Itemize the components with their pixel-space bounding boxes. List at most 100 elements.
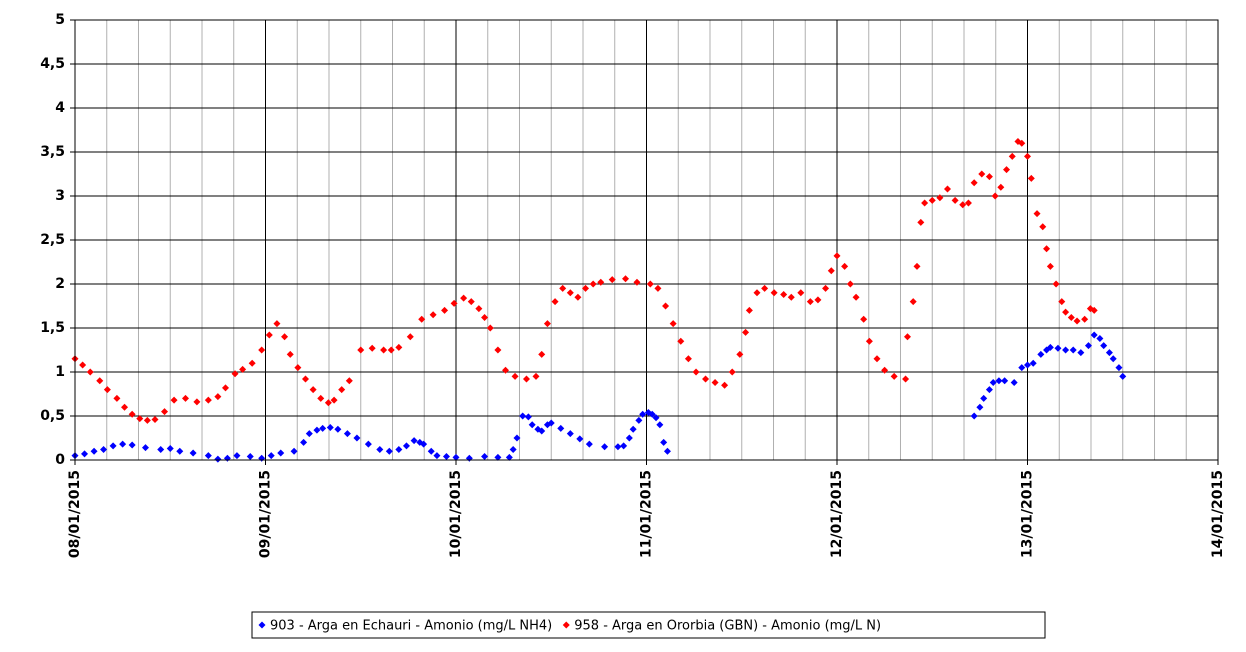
point [614, 443, 622, 451]
point [639, 410, 647, 418]
point [157, 445, 165, 453]
point [1105, 349, 1113, 357]
point [1115, 364, 1123, 372]
point [505, 453, 513, 461]
point [420, 440, 428, 448]
point [376, 445, 384, 453]
point [221, 384, 229, 392]
point [1039, 223, 1047, 231]
point [997, 183, 1005, 191]
point [427, 447, 435, 455]
x-tick-label: 13/01/2015 [1020, 470, 1036, 558]
point [648, 410, 656, 418]
point [976, 403, 984, 411]
point [873, 355, 881, 363]
point [326, 423, 334, 431]
point [1008, 152, 1016, 160]
point [890, 372, 898, 380]
point [860, 315, 868, 323]
point [1090, 306, 1098, 314]
point [943, 185, 951, 193]
x-tick-label: 10/01/2015 [448, 470, 464, 558]
point [797, 289, 805, 297]
point [684, 355, 692, 363]
point [528, 421, 536, 429]
point [1003, 166, 1011, 174]
point [364, 440, 372, 448]
point [294, 364, 302, 372]
point [368, 344, 376, 352]
point [1033, 210, 1041, 218]
point [841, 262, 849, 270]
point [151, 416, 159, 424]
point [646, 280, 654, 288]
point [96, 377, 104, 385]
point [970, 179, 978, 187]
legend-marker [258, 621, 266, 629]
y-tick-label: 1 [55, 364, 65, 380]
point [1109, 355, 1117, 363]
point [481, 313, 489, 321]
point [980, 394, 988, 402]
point [917, 218, 925, 226]
point [566, 289, 574, 297]
point [338, 386, 346, 394]
point [1081, 315, 1089, 323]
point [233, 452, 241, 460]
x-tick-label: 09/01/2015 [258, 470, 274, 558]
point [814, 296, 822, 304]
point [214, 455, 222, 463]
point [193, 398, 201, 406]
point [509, 445, 517, 453]
point [1090, 331, 1098, 339]
point [692, 368, 700, 376]
point [305, 430, 313, 438]
point [711, 379, 719, 387]
point [452, 453, 460, 461]
point [589, 280, 597, 288]
point [635, 416, 643, 424]
point [313, 426, 321, 434]
point [833, 252, 841, 260]
point [1054, 344, 1062, 352]
point [787, 293, 795, 301]
point [265, 331, 273, 339]
point [547, 419, 555, 427]
point [231, 370, 239, 378]
point [702, 375, 710, 383]
point [1037, 350, 1045, 358]
point [566, 430, 574, 438]
point [486, 324, 494, 332]
point [576, 435, 584, 443]
point [387, 346, 395, 354]
point [736, 350, 744, 358]
point [970, 412, 978, 420]
point [319, 424, 327, 432]
point [136, 415, 144, 423]
point [543, 320, 551, 328]
plot-border [74, 19, 1219, 461]
point [406, 333, 414, 341]
point [1069, 346, 1077, 354]
point [1058, 298, 1066, 306]
point [1043, 245, 1051, 253]
point [991, 192, 999, 200]
y-tick-label: 0 [55, 452, 65, 468]
point [1046, 343, 1054, 351]
point [286, 350, 294, 358]
axes: 0 0,5 1 1,5 2 2,5 3 3,5 4 4,5 5 08/01/2015 09/01/201… [40, 12, 1226, 558]
point [90, 447, 98, 455]
point [103, 386, 111, 394]
x-tick-label: 11/01/2015 [639, 470, 655, 558]
point [827, 267, 835, 275]
point [538, 427, 546, 435]
point [1001, 377, 1009, 385]
point [1062, 346, 1070, 354]
point [1018, 364, 1026, 372]
point [1084, 342, 1092, 350]
point [1024, 361, 1031, 369]
point [494, 346, 502, 354]
point [128, 410, 136, 418]
point [441, 306, 449, 314]
